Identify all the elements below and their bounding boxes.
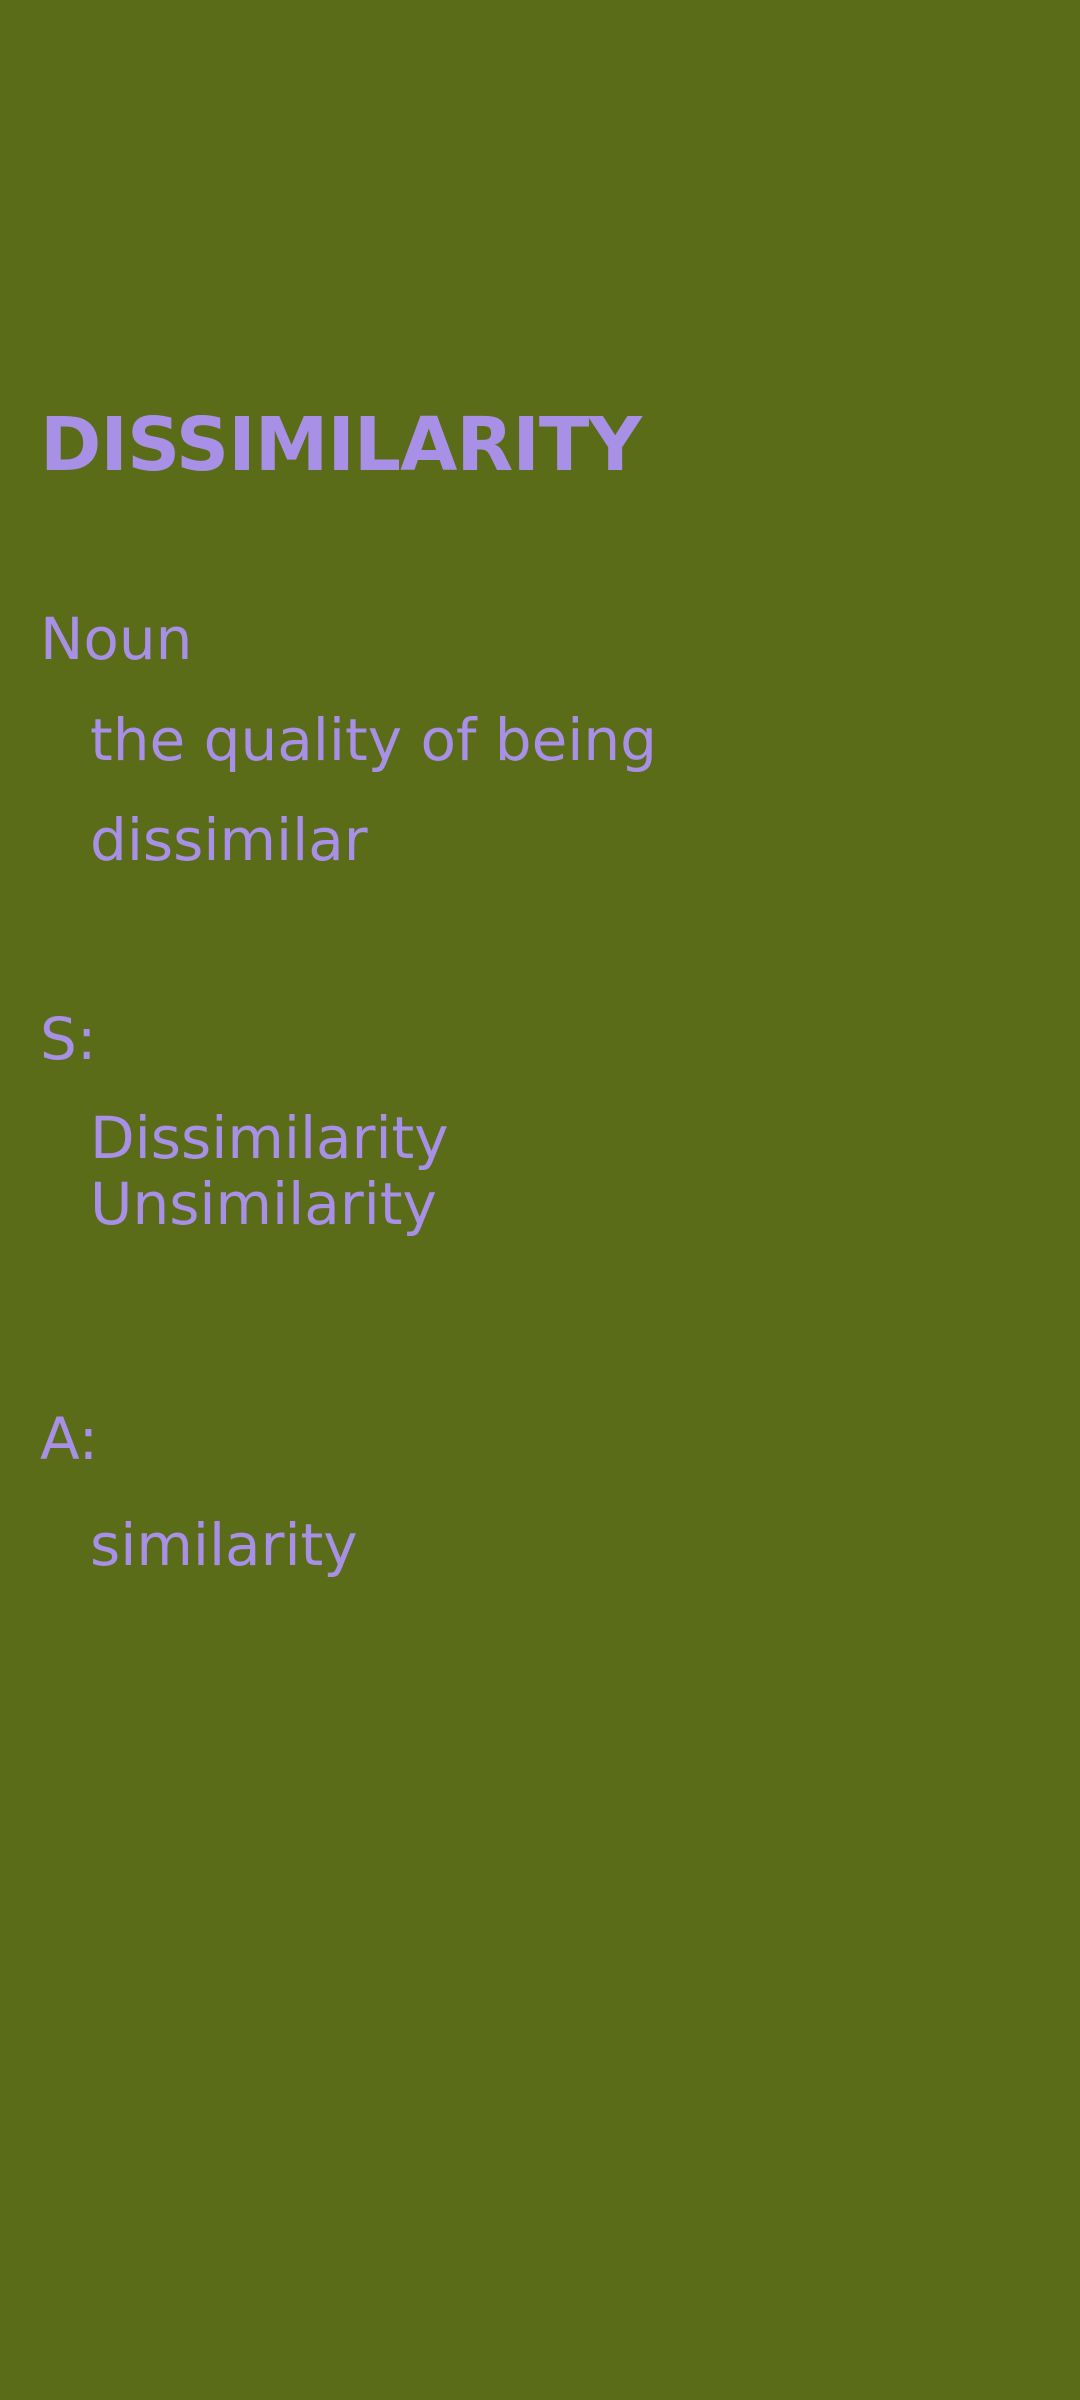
definition-line: the quality of being [90, 706, 658, 774]
antonyms-label: A: [40, 1405, 99, 1473]
part-of-speech: Noun [40, 605, 193, 673]
antonyms-list: similarity [90, 1495, 358, 1595]
synonyms-label: S: [40, 1005, 97, 1073]
entry-word: DISSIMILARITY [40, 402, 642, 488]
synonym-item: Dissimilarity [90, 1104, 449, 1172]
synonyms-list: Dissimilarity Unsimilarity [90, 1105, 449, 1237]
definition: the quality of being dissimilar [90, 690, 657, 890]
definition-line: dissimilar [90, 806, 368, 874]
synonym-item: Unsimilarity [90, 1170, 437, 1238]
antonym-item: similarity [90, 1511, 358, 1579]
